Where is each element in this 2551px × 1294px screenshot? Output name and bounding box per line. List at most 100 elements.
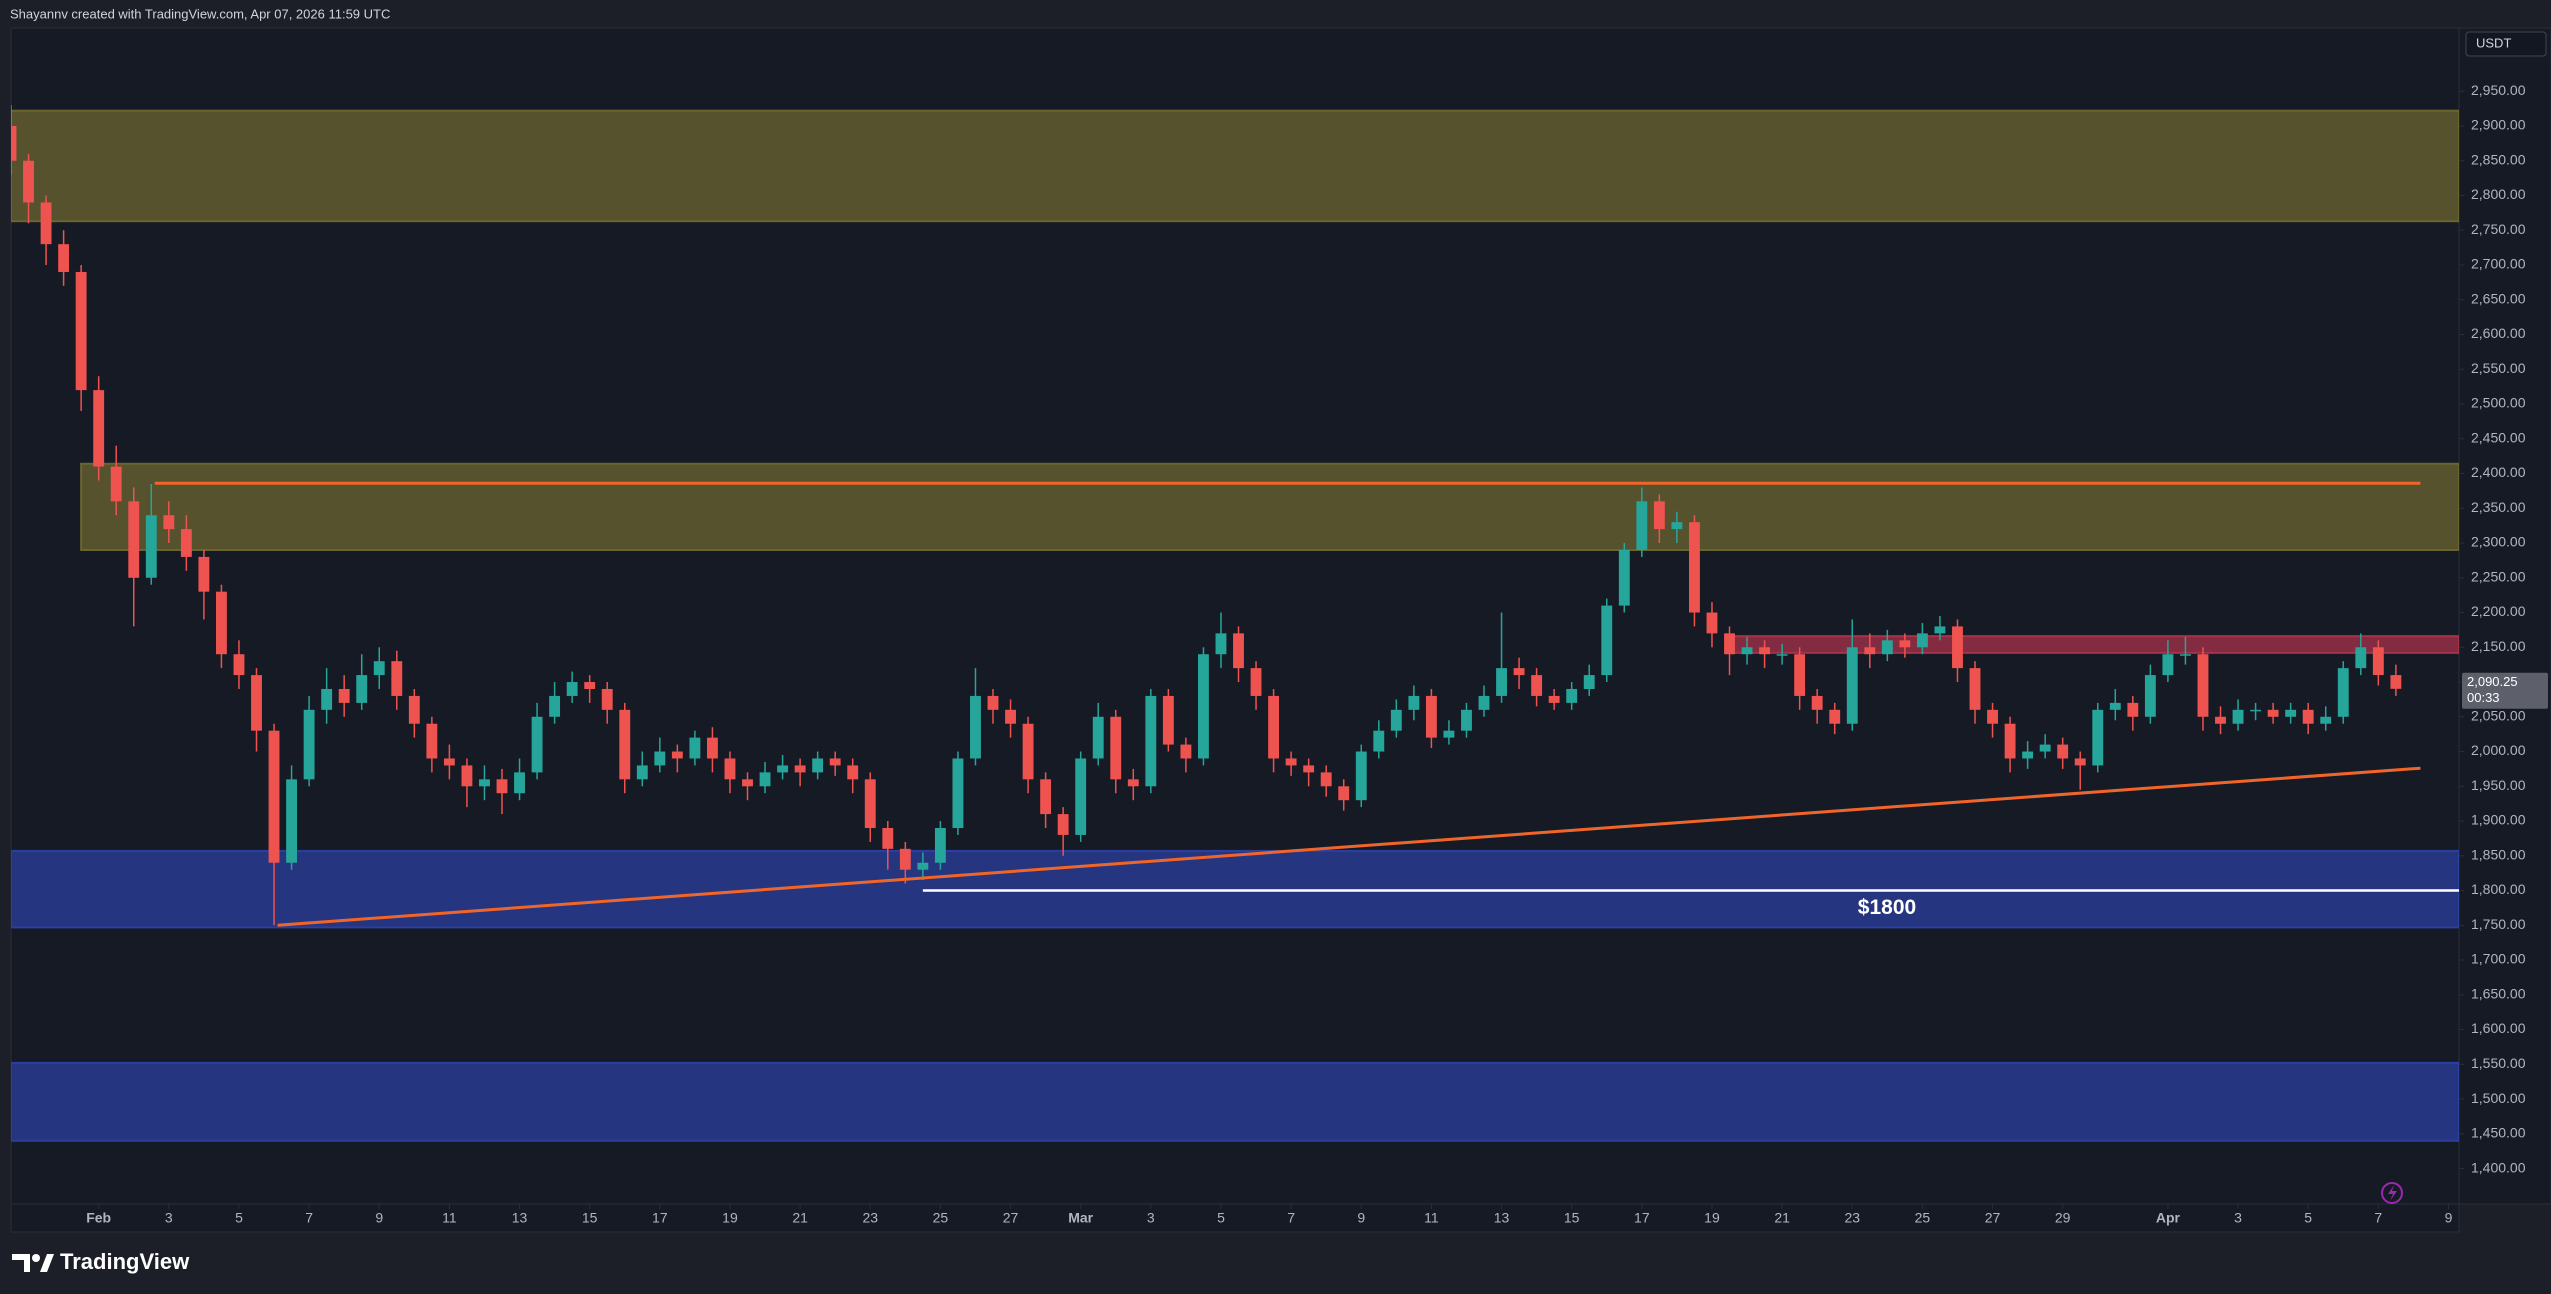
candle-body xyxy=(2197,654,2209,717)
candle-body xyxy=(338,688,350,703)
currency-box[interactable] xyxy=(2465,31,2547,57)
candle-body xyxy=(40,202,52,245)
y-tick-label: 1,900.00 xyxy=(2471,812,2526,828)
candle-body xyxy=(1040,779,1052,815)
candle-body xyxy=(2109,702,2121,710)
candle-body xyxy=(110,466,122,502)
candle-body xyxy=(2285,709,2297,717)
candle-body xyxy=(373,661,385,676)
candle-body xyxy=(75,271,87,391)
x-tick-label: 25 xyxy=(1915,1210,1931,1226)
candle-body xyxy=(2039,744,2051,752)
candle-body xyxy=(1057,814,1069,835)
candle-body xyxy=(1425,695,1437,738)
candle-body xyxy=(706,737,718,759)
candle-body xyxy=(2337,668,2349,717)
candle-body xyxy=(1987,709,1998,724)
candle-body xyxy=(1969,668,1981,710)
y-tick-label: 2,600.00 xyxy=(2471,325,2526,341)
x-tick-label: 19 xyxy=(722,1210,738,1226)
alert-icon[interactable] xyxy=(2381,1182,2403,1204)
y-tick-label: 2,250.00 xyxy=(2471,568,2526,584)
y-tick-label: 2,500.00 xyxy=(2471,395,2526,411)
candle-body xyxy=(198,556,210,592)
candle-body xyxy=(934,827,946,863)
candle-body xyxy=(584,682,596,689)
x-tick-label: 27 xyxy=(1003,1210,1019,1226)
candle-body xyxy=(812,758,824,773)
candle-body xyxy=(23,160,34,203)
brand-logo xyxy=(12,1254,54,1272)
candle-body xyxy=(1513,668,1525,676)
y-tick-label: 2,300.00 xyxy=(2471,534,2526,550)
y-tick-label: 1,600.00 xyxy=(2471,1020,2526,1036)
candle-body xyxy=(970,695,981,759)
candle-body xyxy=(286,779,298,863)
x-tick-label: 21 xyxy=(1774,1210,1790,1226)
countdown-label: 00:33 xyxy=(2467,690,2500,705)
candle-body xyxy=(1811,695,1823,710)
candle-body xyxy=(1233,633,1244,669)
candle-body xyxy=(847,765,859,780)
x-tick-label: 5 xyxy=(235,1210,243,1226)
y-tick-label: 2,350.00 xyxy=(2471,499,2526,515)
candle-body xyxy=(1776,654,1788,656)
candle-body xyxy=(2215,716,2226,724)
candle-body xyxy=(145,515,157,578)
candle-body xyxy=(1005,709,1016,724)
candle-body xyxy=(2057,744,2069,759)
candle-body xyxy=(2302,709,2314,724)
zone xyxy=(1725,635,2459,654)
candle-body xyxy=(1268,695,1280,759)
x-tick-label: Mar xyxy=(1068,1210,1093,1226)
time-axis-panel xyxy=(10,1203,2460,1233)
candle-body xyxy=(531,716,543,773)
candle-body xyxy=(2127,702,2139,717)
candle-body xyxy=(1461,709,1472,731)
candle-body xyxy=(1618,549,1630,606)
x-tick-label: 21 xyxy=(792,1210,808,1226)
y-tick-label: 1,800.00 xyxy=(2471,881,2526,897)
candle-body xyxy=(1724,633,1735,655)
candle-body xyxy=(1829,709,1841,724)
candle-body xyxy=(2144,675,2156,717)
x-tick-label: 3 xyxy=(165,1210,173,1226)
candle-body xyxy=(1706,612,1718,634)
x-tick-label: 27 xyxy=(1985,1210,2001,1226)
x-tick-label: 11 xyxy=(442,1210,457,1226)
candle-body xyxy=(882,827,894,849)
x-tick-label: 9 xyxy=(2445,1210,2453,1226)
x-tick-label: 5 xyxy=(2304,1210,2312,1226)
candle-body xyxy=(1794,654,1806,696)
candle-body xyxy=(233,654,245,676)
candle-body xyxy=(443,758,455,766)
y-tick-label: 1,500.00 xyxy=(2471,1090,2526,1106)
candle-body xyxy=(2004,723,2016,759)
candle-body xyxy=(1443,730,1455,738)
y-tick-label: 1,400.00 xyxy=(2471,1159,2526,1175)
candle-body xyxy=(426,723,438,759)
x-tick-label: 29 xyxy=(2055,1210,2071,1226)
candle-body xyxy=(777,765,789,773)
candle-body xyxy=(1934,626,1946,634)
y-tick-label: 1,700.00 xyxy=(2471,951,2526,967)
x-tick-label: 19 xyxy=(1704,1210,1720,1226)
candle-body xyxy=(2092,709,2104,766)
candle-body xyxy=(1373,730,1385,752)
candle-body xyxy=(619,709,631,780)
candle-body xyxy=(215,591,227,655)
y-tick-label: 1,950.00 xyxy=(2471,777,2526,793)
x-tick-label: 3 xyxy=(2234,1210,2242,1226)
y-tick-label: 2,650.00 xyxy=(2471,290,2526,306)
candle-body xyxy=(1759,647,1771,655)
candle-body xyxy=(268,730,280,863)
y-tick-label: 2,950.00 xyxy=(2471,82,2526,98)
trend-line xyxy=(277,766,2421,927)
candle-body xyxy=(2267,709,2279,717)
x-tick-label: 9 xyxy=(375,1210,383,1226)
candle-body xyxy=(1741,647,1753,655)
candle-body xyxy=(742,779,753,787)
y-tick-label: 2,900.00 xyxy=(2471,117,2526,133)
candle-body xyxy=(1338,786,1350,801)
